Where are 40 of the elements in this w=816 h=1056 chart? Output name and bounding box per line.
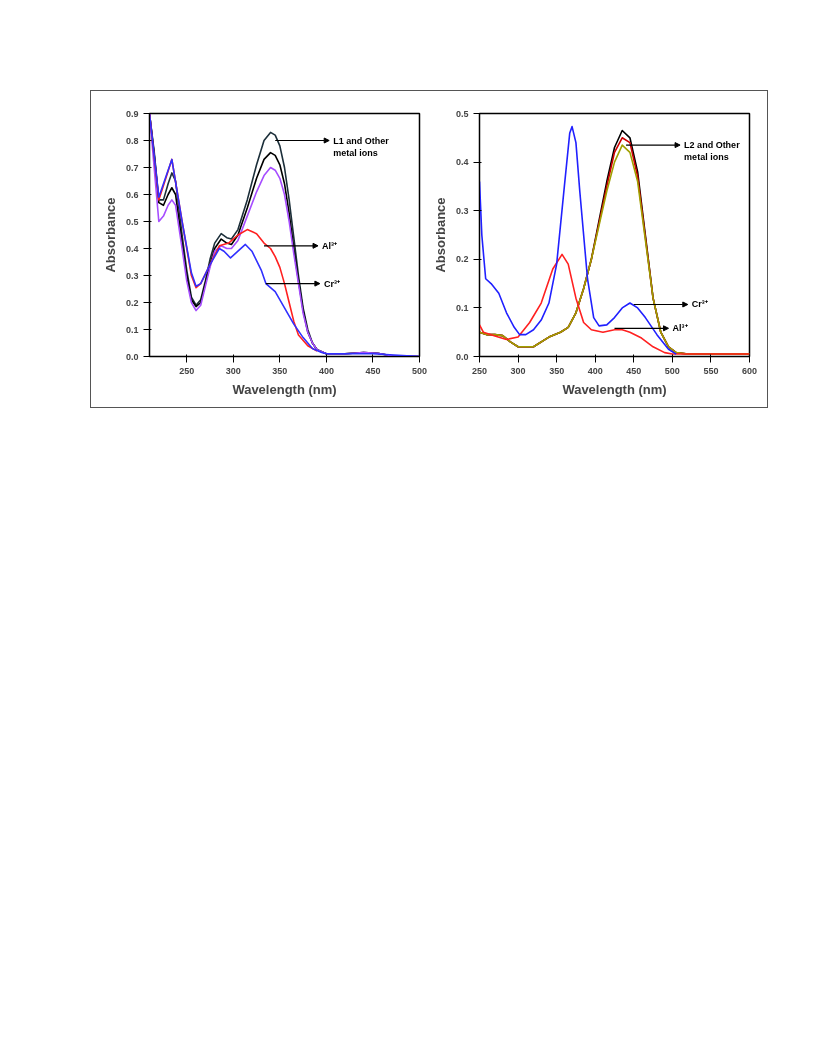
y-tick-label: 0.0 [455, 351, 469, 362]
annotation: L2 and Other metal ions [684, 140, 741, 163]
y-tick-label: 0.5 [455, 108, 469, 119]
y-tick-label: 0.8 [125, 135, 139, 146]
x-tick-label: 450 [626, 365, 642, 376]
y-tick-label: 0.5 [125, 216, 139, 227]
y-tick-label: 0.4 [455, 157, 469, 168]
x-tick-label: 500 [411, 365, 428, 376]
annotation: L1 and Other metal ions [333, 135, 390, 158]
x-axis-title: Wavelength (nm) [232, 381, 337, 397]
x-tick-label: 300 [510, 365, 526, 376]
x-tick-label: 400 [318, 365, 334, 376]
y-tick-label: 0.3 [455, 205, 469, 216]
y-tick-label: 0.4 [125, 243, 139, 254]
x-tick-label: 250 [179, 365, 195, 376]
y-tick-label: 0.1 [455, 302, 469, 313]
annotation: Cr³⁺ [691, 299, 708, 310]
x-tick-label: 500 [664, 365, 680, 376]
x-tick-label: 250 [471, 365, 488, 376]
x-tick-label: 450 [365, 365, 381, 376]
annotation: Cr³⁺ [323, 278, 340, 289]
x-tick-label: 600 [741, 365, 758, 376]
y-tick-label: 0.2 [455, 254, 469, 265]
y-tick-label: 0.9 [125, 108, 139, 119]
annotation: Al³⁺ [672, 323, 688, 334]
x-tick-label: 550 [703, 365, 719, 376]
y-tick-label: 0.7 [125, 162, 139, 173]
x-tick-label: 400 [587, 365, 603, 376]
y-tick-label: 0.1 [125, 324, 139, 335]
x-tick-label: 300 [225, 365, 241, 376]
y-axis-title: Absorbance [102, 197, 118, 273]
y-tick-label: 0.3 [125, 270, 139, 281]
annotation: Al³⁺ [322, 240, 338, 251]
x-axis-title: Wavelength (nm) [562, 381, 667, 397]
x-tick-label: 350 [549, 365, 565, 376]
y-tick-label: 0.6 [125, 189, 139, 200]
y-tick-label: 0.0 [125, 351, 139, 362]
y-axis-title: Absorbance [432, 197, 448, 273]
y-tick-label: 0.2 [125, 297, 139, 308]
x-tick-label: 350 [272, 365, 288, 376]
